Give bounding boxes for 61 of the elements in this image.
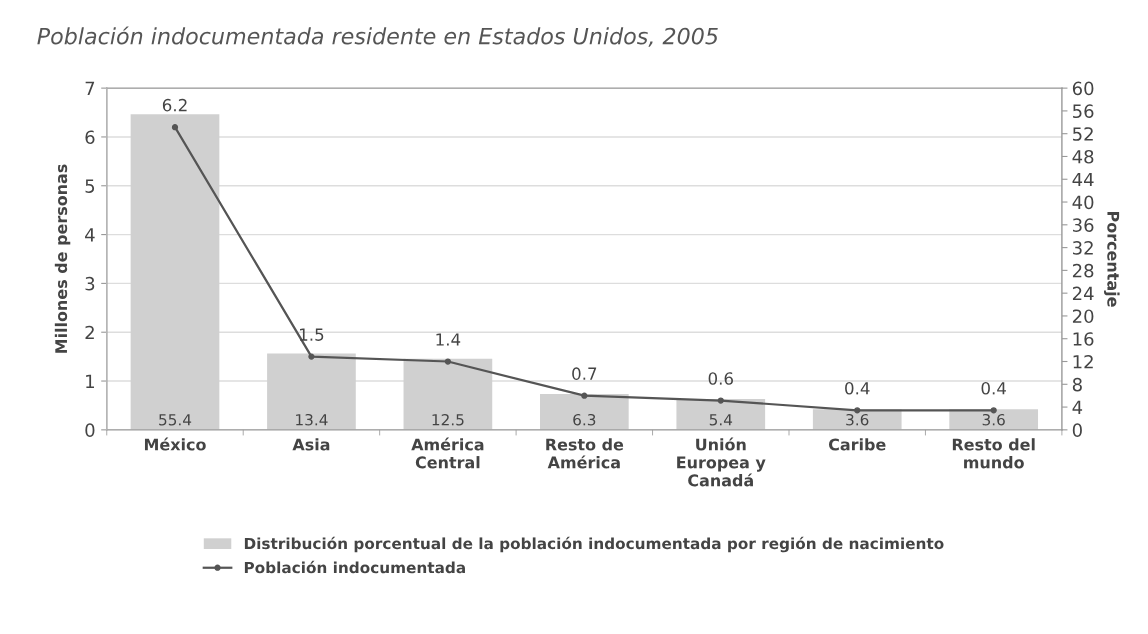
- data-label: 0.6: [708, 372, 733, 385]
- y2-tick-label: 52: [1073, 127, 1093, 141]
- bar: [130, 114, 220, 430]
- x-tick-label: Caribe: [828, 438, 886, 451]
- y2-tick-label: 36: [1073, 218, 1094, 232]
- y2-axis-title: Porcentaje: [1104, 211, 1120, 307]
- y-tick-label: 1: [86, 374, 94, 388]
- y2-tick-label: 24: [1072, 286, 1094, 301]
- bar: [267, 353, 356, 430]
- y-tick-label: 5: [85, 179, 95, 193]
- y2-tick-label: 28: [1072, 263, 1094, 278]
- data-label: 0.4: [981, 381, 1006, 395]
- point: [171, 124, 179, 131]
- x-tick-label: Resto de América: [546, 438, 624, 469]
- data-label: 6.2: [162, 98, 187, 112]
- x-tick-label: México: [144, 437, 206, 451]
- point: [990, 407, 997, 414]
- y-tick-label: 4: [85, 228, 95, 242]
- chart-title: Población indocumentada residente en Estados Unidos, 2005: [37, 26, 718, 47]
- data-label: 1.5: [300, 328, 324, 341]
- bar: [403, 358, 493, 430]
- y2-tick-label: 4: [1072, 400, 1083, 414]
- y2-tick-label: 44: [1072, 172, 1094, 187]
- y-tick-label: 6: [85, 130, 95, 145]
- data-label: 12.5: [432, 413, 464, 426]
- y2-tick-label: 32: [1073, 241, 1093, 255]
- y2-tick-label: 60: [1072, 81, 1094, 96]
- data-label: 0.4: [845, 381, 870, 395]
- y2-tick-label: 56: [1073, 104, 1094, 119]
- y-axis-title: Millones de personas: [54, 164, 71, 353]
- bar: [539, 393, 629, 430]
- y-tick-label: 3: [85, 276, 95, 291]
- y-tick-label: 0: [85, 423, 95, 437]
- point: [444, 358, 452, 365]
- legend-label: Población indocumentada: [244, 560, 465, 574]
- data-label: 6.3: [573, 413, 596, 426]
- data-label: 1.4: [436, 333, 461, 346]
- y2-tick-label: 8: [1072, 377, 1082, 392]
- point: [308, 353, 315, 360]
- y2-tick-label: 0: [1072, 423, 1082, 437]
- data-label: 55.4: [159, 414, 192, 426]
- x-tick-label: Asia: [292, 438, 330, 451]
- point: [717, 397, 724, 404]
- x-tick-label: América Central: [411, 437, 484, 469]
- point: [581, 392, 588, 399]
- y2-tick-label: 16: [1073, 332, 1094, 346]
- data-label: 13.4: [296, 413, 328, 426]
- y-tick-label: 2: [85, 325, 94, 340]
- data-label: 0.7: [572, 367, 597, 380]
- y2-tick-label: 48: [1072, 149, 1094, 164]
- y2-tick-label: 40: [1072, 195, 1094, 210]
- data-label: 3.6: [846, 413, 869, 426]
- y2-tick-label: 20: [1072, 309, 1094, 324]
- legend-label: Distribución porcentual de la población indocumentada por región de nacimiento: [244, 536, 944, 553]
- point: [854, 407, 861, 414]
- y2-tick-label: 12: [1073, 354, 1093, 369]
- x-tick-label: Resto del mundo: [952, 438, 1035, 469]
- x-tick-label: Unión Europea y Canadá: [677, 437, 766, 487]
- y-tick-label: 7: [85, 81, 95, 95]
- data-label: 3.6: [982, 413, 1005, 426]
- data-label: 5.4: [709, 414, 733, 426]
